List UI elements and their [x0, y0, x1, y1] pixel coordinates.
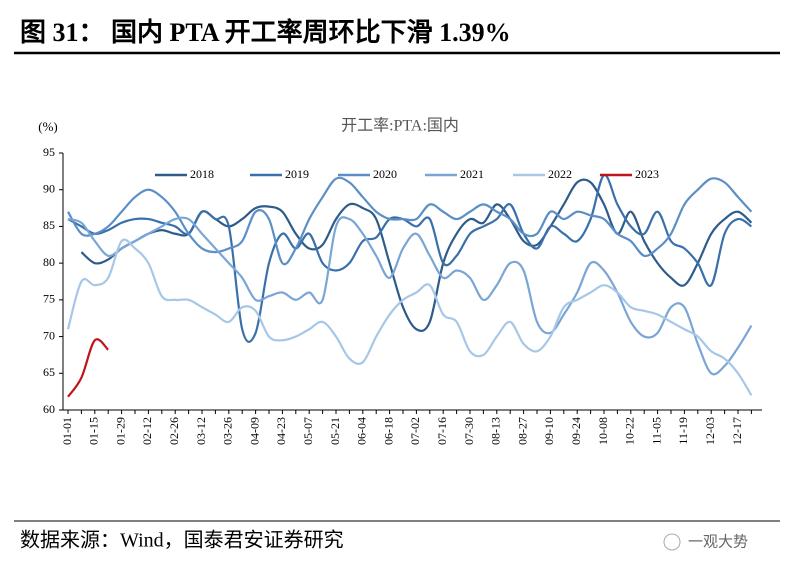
x-tick-label: 12-03	[703, 417, 717, 445]
x-tick-label: 09-24	[569, 417, 583, 445]
x-tick-label: 01-01	[60, 417, 74, 445]
y-tick-label: 70	[43, 328, 55, 342]
y-axis-label: (%)	[38, 119, 58, 134]
legend-label: 2021	[460, 167, 484, 181]
y-tick-label: 65	[43, 365, 55, 379]
series-line	[67, 216, 753, 376]
series-line	[80, 178, 753, 332]
x-tick-label: 05-07	[301, 417, 315, 445]
x-tick-label: 03-12	[194, 417, 208, 445]
x-tick-label: 10-22	[623, 417, 637, 445]
x-tick-label: 07-02	[408, 417, 422, 445]
y-tick-label: 95	[43, 145, 55, 159]
x-tick-label: 07-30	[462, 417, 476, 445]
x-tick-label: 01-29	[113, 417, 127, 445]
x-tick-label: 02-12	[140, 417, 154, 445]
x-tick-label: 01-15	[87, 417, 101, 445]
x-tick-label: 05-21	[328, 417, 342, 445]
series-line	[66, 238, 753, 396]
x-tick-label: 08-13	[489, 417, 503, 445]
y-tick-label: 75	[43, 292, 55, 306]
y-tick-label: 85	[43, 218, 55, 232]
x-tick-label: 10-08	[596, 417, 610, 445]
legend-label: 2019	[285, 167, 309, 181]
watermark: 一观大势	[688, 533, 748, 551]
x-tick-label: 04-09	[247, 417, 261, 445]
legend-label: 2020	[373, 167, 397, 181]
page-title: 图 31： 国内 PTA 开工率周环比下滑 1.39%	[20, 17, 511, 47]
source: 数据来源：Wind，国泰君安证券研究	[20, 529, 344, 552]
x-tick-label: 09-10	[542, 417, 556, 445]
watermark-icon	[663, 533, 681, 551]
y-tick-label: 60	[43, 402, 55, 416]
series-line	[67, 173, 753, 343]
series-line	[67, 338, 109, 398]
x-tick-label: 11-05	[649, 417, 663, 445]
legend-label: 2023	[635, 167, 659, 181]
x-tick-label: 02-26	[167, 417, 181, 445]
legend-label: 2018	[190, 167, 214, 181]
series-line	[67, 176, 753, 266]
x-tick-label: 07-16	[435, 417, 449, 445]
y-tick-label: 80	[43, 255, 55, 269]
x-tick-label: 08-27	[515, 417, 529, 445]
x-tick-label: 06-04	[355, 417, 369, 445]
x-tick-label: 11-19	[676, 417, 690, 445]
x-tick-label: 06-18	[381, 417, 395, 445]
chart-title: 开工率:PTA:国内	[341, 117, 459, 135]
x-tick-label: 03-26	[221, 417, 235, 445]
x-tick-label: 12-17	[730, 417, 744, 445]
legend-label: 2022	[548, 167, 572, 181]
y-tick-label: 90	[43, 181, 55, 195]
x-tick-label: 04-23	[274, 417, 288, 445]
